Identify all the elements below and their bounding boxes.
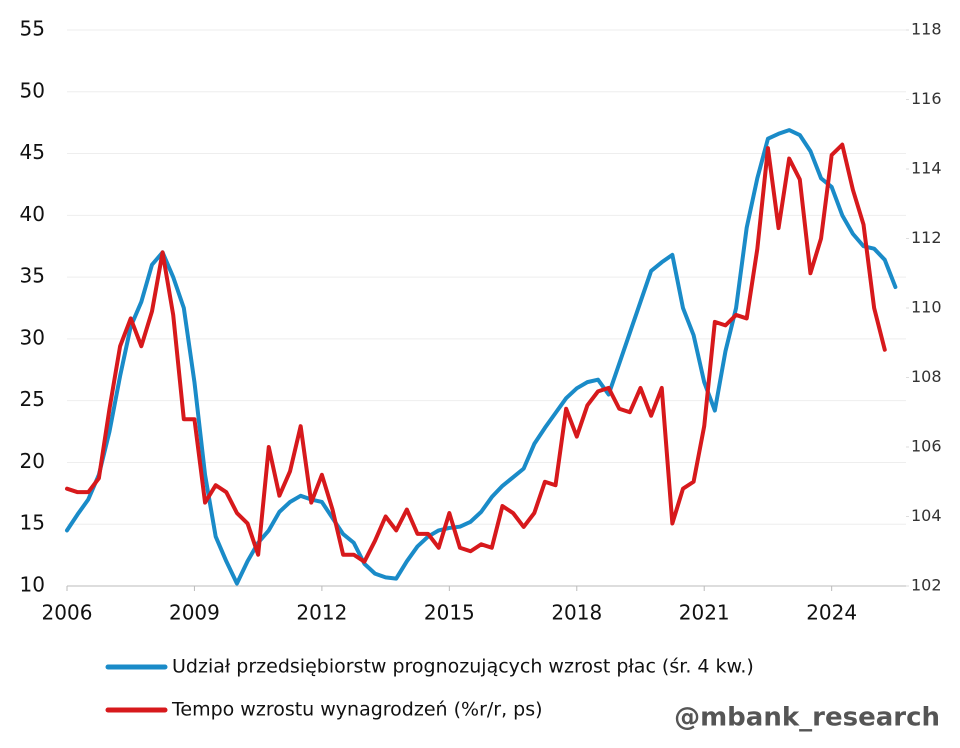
watermark: @mbank_research: [674, 703, 940, 733]
x-tick-label: 2018: [551, 601, 602, 625]
y-tick-label: 45: [20, 140, 45, 164]
y-tick-label: 55: [20, 17, 45, 41]
y2-tick-label: 110: [911, 298, 942, 317]
series-line: [65, 128, 898, 586]
y2-tick-label: 116: [911, 89, 942, 108]
y2-tick-label: 104: [911, 506, 942, 525]
y2-tick-label: 118: [911, 20, 942, 39]
y-tick-label: 40: [20, 202, 45, 226]
y2-tick-label: 114: [911, 159, 942, 178]
y-tick-label: 30: [20, 325, 45, 349]
y2-tick-label: 102: [911, 576, 942, 595]
y-tick-label: 10: [20, 573, 45, 597]
y-tick-label: 25: [20, 387, 45, 411]
y2-tick-label: 112: [911, 228, 942, 247]
x-tick-label: 2024: [806, 601, 857, 625]
y-tick-label: 15: [20, 511, 45, 535]
x-tick-label: 2021: [679, 601, 730, 625]
y-tick-label: 50: [20, 78, 45, 102]
y2-tick-label: 108: [911, 367, 942, 386]
y-tick-label: 35: [20, 264, 45, 288]
x-tick-label: 2009: [169, 601, 220, 625]
x-tick-label: 2015: [424, 601, 475, 625]
x-tick-label: 2006: [42, 601, 93, 625]
y2-tick-label: 106: [911, 437, 942, 456]
legend-label: Tempo wzrostu wynagrodzeń (%r/r, ps): [171, 699, 543, 721]
legend-label: Udział przedsiębiorstw prognozujących wz…: [172, 656, 754, 678]
series-line: [65, 142, 887, 564]
x-tick-label: 2012: [296, 601, 347, 625]
y-tick-label: 20: [20, 449, 45, 473]
